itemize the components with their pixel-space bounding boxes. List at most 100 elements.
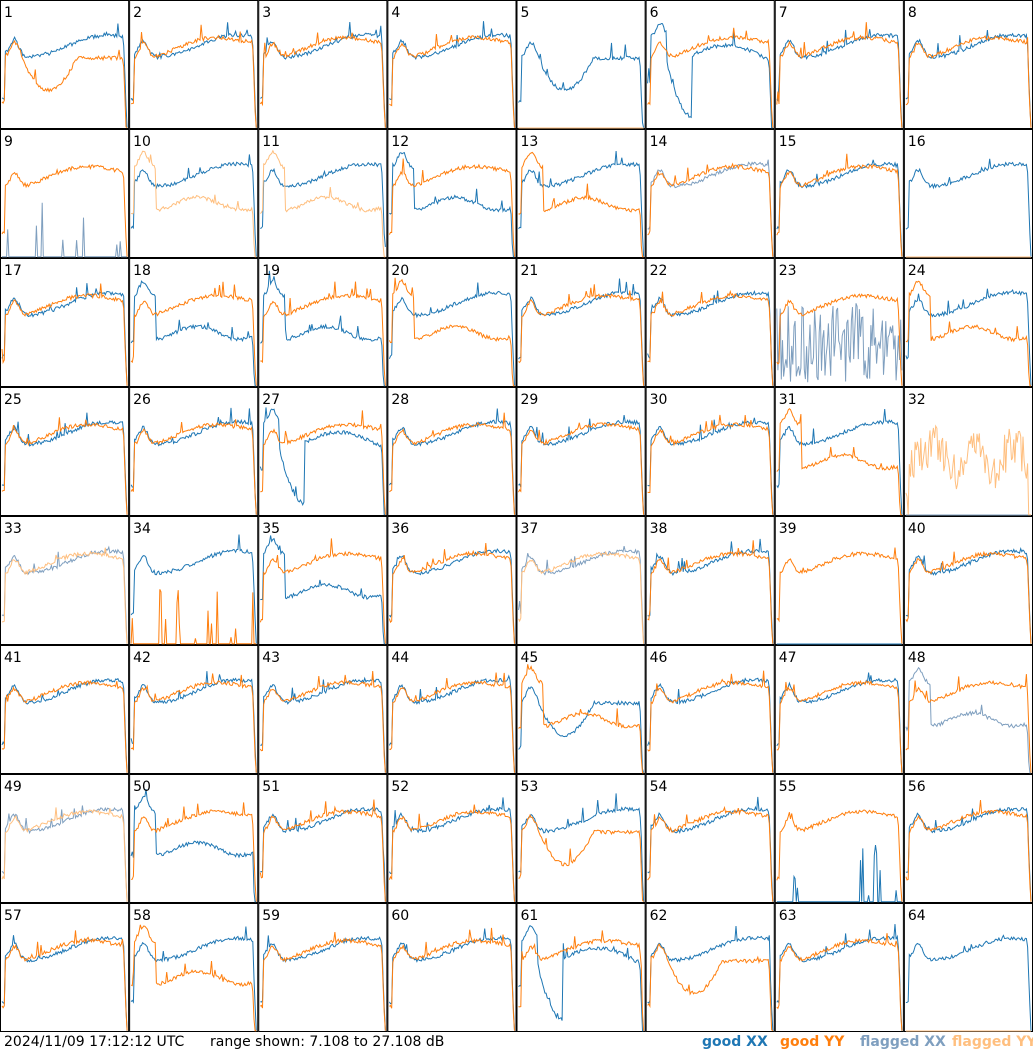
series-yy [259,32,386,128]
series-yy [905,550,1032,644]
series-xx [518,925,644,1032]
series-xx [647,22,773,129]
panel-frame [129,516,259,645]
panel-30: 30 [645,387,775,516]
series-yy [260,932,386,1031]
panel-label: 61 [521,908,539,924]
series-yy [131,802,257,902]
series-yy [1,283,128,386]
series-xx [130,154,257,257]
series-yy [260,410,386,515]
series-yy [389,927,515,1031]
panel-label: 6 [650,5,659,21]
panel-label: 42 [133,650,151,666]
panel-label: 2 [133,5,142,21]
series-xx [905,666,1031,774]
panel-frame [258,0,388,129]
series-xx [647,925,774,1031]
panel-44: 44 [387,645,517,774]
panel-frame [0,129,130,258]
panel-label: 62 [650,908,668,924]
panel-frame [645,645,775,774]
panel-label: 20 [391,263,409,279]
series-yy [518,284,645,386]
panel-label: 41 [4,650,22,666]
series-xx [647,159,774,257]
panel-28: 28 [387,387,517,516]
series-yy [388,158,515,257]
panel-label: 26 [133,392,151,408]
panel-label: 19 [262,263,280,279]
panel-label: 9 [4,134,13,150]
series-yy [647,670,774,773]
panel-label: 33 [4,521,22,537]
series-yy [131,24,257,128]
panel-frame [129,645,259,774]
series-xx [260,161,386,247]
panel-frame [0,903,130,1032]
panel-frame [0,387,130,516]
legend-good-yy: good YY [780,1034,845,1050]
panel-25: 25 [0,387,130,516]
panel-61: 61 [516,903,646,1032]
series-yy [518,664,644,774]
panel-frame [774,387,904,516]
panel-frame [516,774,646,903]
series-yy [389,412,515,515]
panel-frame [645,129,775,258]
series-yy [518,930,645,1031]
panel-frame [258,903,388,1032]
panel-label: 58 [133,908,151,924]
panel-22: 22 [645,258,775,387]
panel-27: 27 [258,387,388,516]
panel-33: 33 [0,516,130,645]
panel-frame [387,0,517,129]
panel-frame [0,0,130,129]
panel-label: 18 [133,263,151,279]
series-xx [1,23,128,128]
panel-47: 47 [774,645,904,774]
series-xx [905,934,1032,1031]
panel-label: 48 [908,650,926,666]
panel-frame [903,774,1033,903]
panel-26: 26 [129,387,259,516]
series-yy [259,799,386,902]
panel-41: 41 [0,645,130,774]
panel-10: 10 [129,129,259,258]
series-xx [388,928,515,1031]
series-xx [776,845,902,903]
series-xx [518,151,645,257]
range-text: range shown: 7.108 to 27.108 dB [210,1034,445,1050]
panel-frame [129,0,259,129]
panel-38: 38 [645,516,775,645]
panel-frame [387,129,517,258]
series-yy [905,674,1032,773]
panel-52: 52 [387,774,517,903]
panel-label: 21 [521,263,539,279]
series-yy [1,164,128,257]
footer: 2024/11/09 17:12:12 UTC range shown: 7.1… [0,1032,1033,1053]
series-xx [905,807,1032,902]
series-yy [905,424,1031,516]
panel-label: 44 [391,650,409,666]
panel-62: 62 [645,903,775,1032]
panel-24: 24 [903,258,1033,387]
panel-frame [129,903,259,1032]
series-xx [259,407,386,516]
panel-19: 19 [258,258,388,387]
panel-frame [258,516,388,645]
panel-59: 59 [258,903,388,1032]
series-xx [776,672,903,773]
panel-label: 13 [521,134,539,150]
panel-frame [387,258,517,387]
panel-label: 59 [262,908,280,924]
panel-frame [258,129,388,258]
series-yy [776,679,903,773]
panel-40: 40 [903,516,1033,645]
series-yy [1,417,128,515]
panel-label: 45 [521,650,539,666]
panel-frame [387,645,517,774]
panel-42: 42 [129,645,259,774]
panel-50: 50 [129,774,259,903]
series-yy [130,150,257,258]
